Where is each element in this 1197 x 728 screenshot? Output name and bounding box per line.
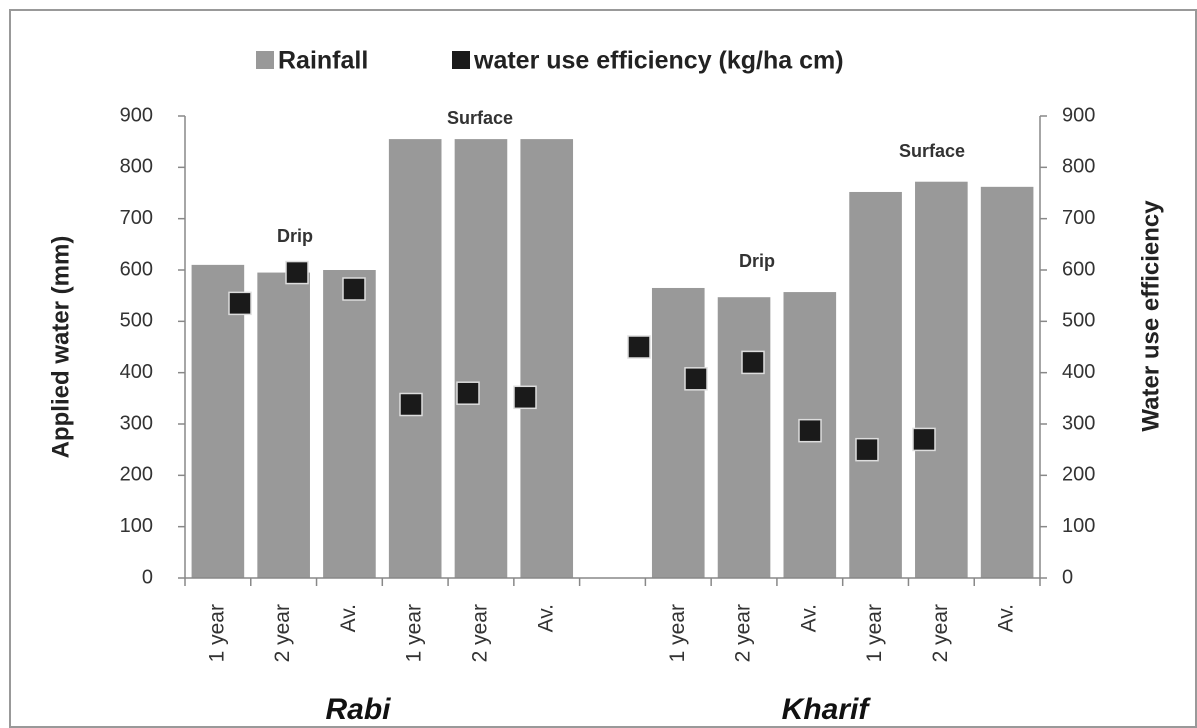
annotation: Drip — [739, 251, 775, 271]
marker — [285, 260, 309, 285]
x-tick-label: 1 year — [863, 604, 886, 662]
legend-swatch — [256, 51, 274, 69]
y2-tick-label: 0 — [1062, 566, 1073, 588]
y-tick-label: 300 — [120, 412, 153, 434]
y2-tick-label: 700 — [1062, 207, 1095, 229]
y-tick-label: 800 — [120, 156, 153, 178]
annotation: Drip — [277, 226, 313, 246]
y2-tick-label: 100 — [1062, 515, 1095, 537]
x-tick-label: Av. — [995, 604, 1018, 632]
legend-swatch — [452, 51, 470, 69]
annotation: Surface — [899, 141, 965, 161]
x-tick-label: 1 year — [666, 604, 689, 662]
marker — [228, 291, 252, 316]
y-axis-title: Applied water (mm) — [47, 236, 74, 459]
legend-label: water use efficiency (kg/ha cm) — [473, 47, 844, 75]
marker — [684, 367, 708, 391]
marker — [741, 350, 765, 375]
bar — [717, 297, 771, 578]
bar — [388, 139, 442, 578]
bar — [323, 270, 376, 578]
bar — [651, 287, 705, 578]
bar — [454, 139, 508, 578]
x-tick-label: 2 year — [929, 604, 952, 662]
y2-tick-label: 200 — [1062, 464, 1095, 486]
y2-axis-title: Water use efficiency — [1137, 200, 1164, 432]
y-tick-label: 0 — [142, 566, 153, 588]
bar — [915, 181, 968, 578]
marker — [627, 335, 651, 359]
y-tick-label: 900 — [120, 104, 153, 126]
bar — [980, 186, 1034, 578]
x-tick-label: Av. — [337, 604, 360, 632]
y-tick-label: 500 — [120, 310, 153, 332]
marker — [513, 385, 537, 410]
y-tick-label: 700 — [120, 207, 153, 229]
y2-tick-label: 900 — [1062, 104, 1095, 126]
y-tick-label: 400 — [120, 361, 153, 383]
x-tick-label: 2 year — [732, 604, 755, 662]
x-tick-label: 2 year — [469, 604, 492, 662]
y2-tick-label: 500 — [1062, 310, 1095, 332]
x-tick-label: 1 year — [205, 604, 228, 662]
legend-label: Rainfall — [278, 47, 368, 75]
x-tick-label: Av. — [534, 604, 557, 632]
marker — [798, 418, 822, 443]
y-tick-label: 100 — [120, 515, 153, 537]
y-tick-label: 200 — [120, 464, 153, 486]
y2-tick-label: 300 — [1062, 412, 1095, 434]
group-label: Rabi — [325, 693, 391, 726]
y2-tick-label: 800 — [1062, 156, 1095, 178]
y2-tick-label: 400 — [1062, 361, 1095, 383]
bar — [191, 264, 245, 578]
x-tick-label: 1 year — [403, 604, 426, 662]
marker — [855, 437, 879, 462]
marker — [399, 392, 423, 417]
annotation: Surface — [447, 108, 513, 128]
marker — [456, 381, 480, 405]
x-tick-label: 2 year — [271, 604, 294, 662]
bar — [520, 139, 574, 578]
bar — [849, 191, 902, 578]
group-label: Kharif — [782, 693, 872, 726]
y-tick-label: 600 — [120, 258, 153, 280]
marker — [342, 277, 366, 301]
bar — [257, 272, 310, 578]
y2-tick-label: 600 — [1062, 258, 1095, 280]
x-tick-label: Av. — [797, 604, 820, 632]
marker — [912, 427, 936, 452]
